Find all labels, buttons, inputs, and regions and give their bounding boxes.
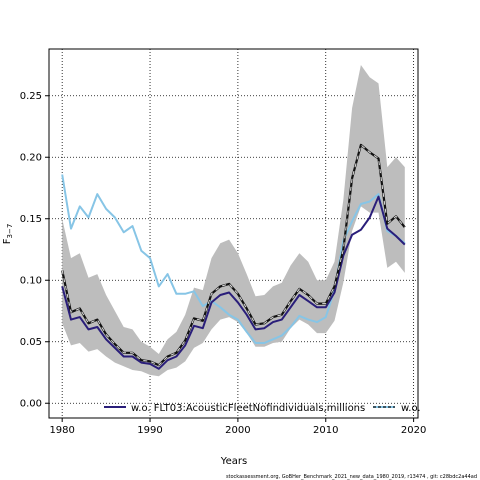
y-tick-label: 0.10 <box>20 276 42 287</box>
legend: w.o. FLT03:AcousticFleetNofindividuals,m… <box>104 403 421 414</box>
series-line-1 <box>61 195 406 370</box>
legend-label-series-2: w.o. <box>401 403 421 414</box>
y-axis-ticks: 0.00 0.05 0.10 0.15 0.20 0.25 <box>20 91 49 410</box>
y-tick-label: 0.20 <box>20 153 42 164</box>
plot-frame <box>48 48 419 419</box>
y-tick-label: 0.00 <box>20 399 42 410</box>
y-axis-label-main: F <box>2 238 13 244</box>
series-line-2 <box>61 174 406 344</box>
y-tick-label: 0.15 <box>20 214 42 225</box>
y-tick-label: 0.25 <box>20 91 42 102</box>
y-tick-label: 0.05 <box>20 337 42 348</box>
confidence-band <box>62 65 405 377</box>
x-axis-ticks: 1980 1990 2000 2010 2020 <box>49 418 426 436</box>
x-tick-label: 1990 <box>137 425 162 436</box>
x-tick-label: 2020 <box>401 425 426 436</box>
x-tick-label: 1980 <box>49 425 74 436</box>
x-tick-label: 2010 <box>313 425 338 436</box>
footer-note: stockassessment.org, GoBHer_Benchmark_20… <box>226 474 477 480</box>
x-tick-label: 2000 <box>225 425 250 436</box>
series-line-3-dash <box>61 144 406 366</box>
legend-label-series-1: w.o. FLT03:AcousticFleetNofindividuals,m… <box>131 403 365 414</box>
series-lines <box>61 143 406 370</box>
y-axis-label-subscript: 3−7 <box>6 224 14 239</box>
x-axis-label: Years <box>220 456 247 467</box>
y-axis-label: F3−7 <box>2 224 14 245</box>
